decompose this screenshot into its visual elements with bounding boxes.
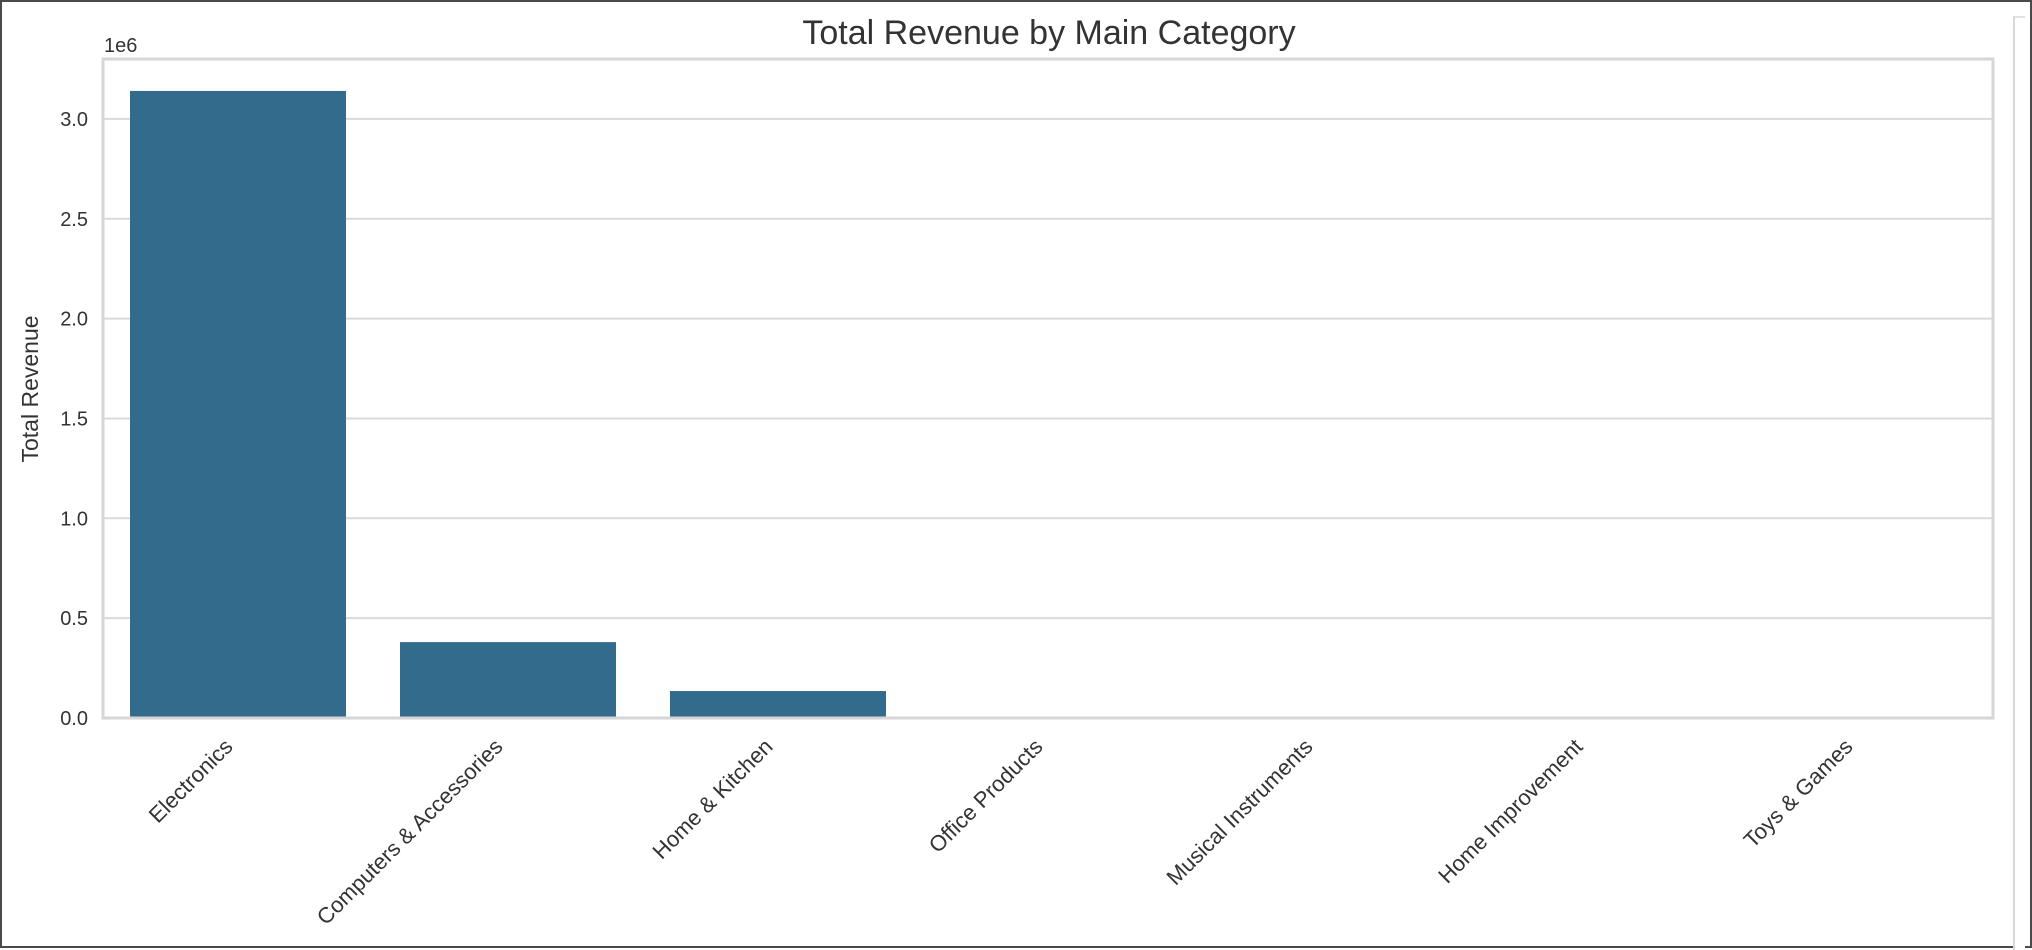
y-axis-label: Total Revenue bbox=[17, 315, 43, 462]
x-tick-label: Home & Kitchen bbox=[647, 734, 777, 864]
bar bbox=[130, 91, 346, 718]
y-tick-labels: 0.0 0.5 1.0 1.5 2.0 2.5 3.0 bbox=[60, 109, 88, 730]
x-tick-label: Musical Instruments bbox=[1162, 734, 1318, 890]
x-tick-label: Electronics bbox=[144, 734, 238, 828]
x-tick-label: Home Improvement bbox=[1433, 734, 1587, 888]
x-tick-label: Toys & Games bbox=[1739, 734, 1858, 853]
x-tick-labels: Electronics Computers & Accessories Home &… bbox=[144, 734, 1858, 930]
gridlines bbox=[103, 119, 1993, 718]
y-tick-label: 3.0 bbox=[60, 109, 88, 131]
bar bbox=[670, 691, 886, 718]
y-tick-label: 1.0 bbox=[60, 508, 88, 530]
y-tick-label: 1.5 bbox=[60, 408, 88, 430]
bars bbox=[130, 91, 1966, 718]
x-tick-label: Computers & Accessories bbox=[312, 734, 508, 930]
bar bbox=[400, 642, 616, 718]
y-tick-label: 2.0 bbox=[60, 309, 88, 331]
y-tick-label: 0.5 bbox=[60, 608, 88, 630]
x-tick-label: Office Products bbox=[924, 734, 1048, 858]
y-axis-offset-label: 1e6 bbox=[104, 35, 137, 57]
y-tick-label: 2.5 bbox=[60, 209, 88, 231]
y-tick-label: 0.0 bbox=[60, 708, 88, 730]
right-panel-edge bbox=[2013, 16, 2025, 950]
chart-title: Total Revenue by Main Category bbox=[802, 14, 1295, 52]
